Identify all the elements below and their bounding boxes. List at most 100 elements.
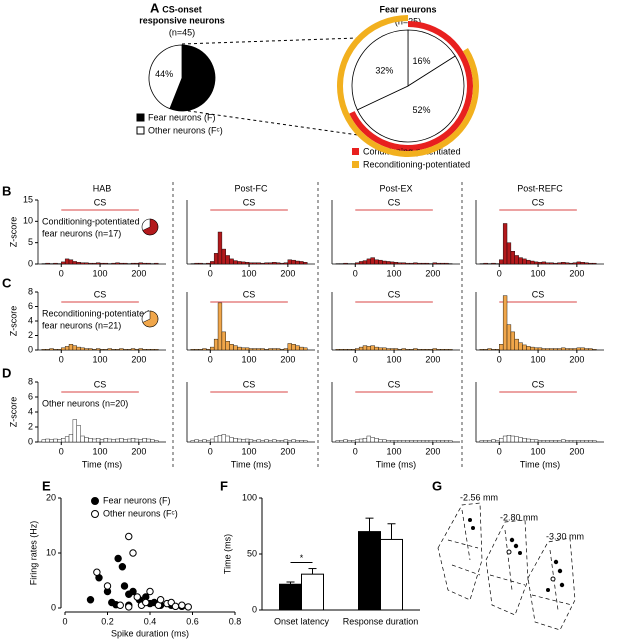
y-tick-label: 0: [28, 344, 33, 354]
histogram-bar: [565, 440, 570, 443]
x-tick-label: 100: [242, 354, 257, 364]
histogram-bar: [127, 349, 132, 351]
histogram-bar: [111, 349, 116, 351]
legend-swatch: [352, 161, 359, 168]
slice-label: 56%: [191, 76, 209, 86]
histogram-bar: [68, 434, 74, 443]
histogram-bar: [237, 261, 242, 265]
histogram-bar: [225, 255, 230, 265]
histogram-bar: [499, 259, 504, 265]
x-tick-label: 200: [131, 354, 146, 364]
pie-slice: [407, 29, 456, 87]
histogram-bar: [335, 349, 340, 351]
histogram-bar: [256, 439, 261, 443]
histogram-bar: [541, 261, 547, 265]
pie-slice: [351, 29, 409, 111]
histogram-bar: [241, 261, 246, 265]
legend-label: Other neurons (Fᶜ): [103, 508, 178, 518]
histogram-bar: [576, 261, 581, 265]
histogram-bar: [518, 257, 523, 265]
histogram-bar: [303, 347, 308, 351]
histogram-bar: [343, 262, 348, 265]
histogram-bar: [436, 262, 441, 265]
y-tick-label: 5: [28, 237, 33, 247]
histogram-bar: [57, 349, 62, 351]
histogram-bar: [49, 348, 54, 351]
histogram-bar: [541, 348, 547, 351]
histogram-bar: [405, 262, 410, 265]
histogram-bar: [499, 344, 504, 351]
histogram-bar: [518, 342, 523, 351]
panel-letter: B: [2, 183, 11, 198]
y-tick-label: 15: [23, 194, 33, 204]
histogram-bar: [366, 258, 371, 265]
histogram-bar: [580, 440, 585, 443]
histogram-bar: [92, 262, 97, 265]
scatter-point: [114, 554, 122, 563]
histogram-bar: [401, 262, 406, 265]
histogram-bar: [378, 347, 383, 351]
histogram-bar: [233, 260, 238, 265]
histogram-bar: [111, 262, 116, 265]
histogram-bar: [252, 440, 258, 443]
histogram-bar: [244, 438, 250, 443]
histogram-bar: [533, 347, 539, 351]
x-tick-label: 100: [242, 268, 257, 278]
histogram-bar: [553, 348, 558, 351]
histogram-bar: [190, 440, 195, 443]
histogram-bar: [119, 438, 124, 443]
x-tick-label: 100: [93, 354, 108, 364]
x-axis-title: Time (ms): [82, 459, 122, 469]
x-tick-label: 200: [569, 446, 584, 456]
histogram-bar: [448, 440, 453, 443]
histogram-bar: [88, 348, 93, 351]
y-tick-label: 0: [51, 602, 56, 612]
histogram-bar: [413, 262, 418, 265]
x-tick-label: 0: [497, 354, 502, 364]
histogram-bar: [413, 440, 418, 443]
histogram-bar: [213, 338, 219, 351]
x-tick-label: 200: [569, 354, 584, 364]
histogram-bar: [362, 438, 368, 443]
histogram-bar: [510, 435, 515, 443]
histogram-bar: [210, 438, 215, 443]
scatter-point: [93, 568, 101, 576]
y-tick-label: 4: [28, 406, 33, 416]
histogram-bar: [424, 349, 430, 351]
histogram-bar: [584, 440, 589, 443]
histogram-bar: [233, 438, 238, 443]
histogram-bar: [202, 439, 207, 443]
histogram-bar: [287, 259, 292, 265]
x-tick-label: 0: [62, 616, 67, 626]
histogram-bar: [134, 262, 140, 265]
histogram-bar: [572, 348, 578, 351]
pie-slice: [169, 44, 216, 112]
x-tick-label: 100: [531, 446, 546, 456]
pie-subtitle: (n=45): [169, 27, 195, 37]
histogram-bar: [217, 435, 223, 443]
histogram-bar: [440, 262, 445, 265]
scatter-point: [120, 582, 129, 590]
histogram-bar: [221, 331, 226, 351]
histogram-bar: [572, 440, 578, 443]
histogram-bar: [506, 435, 512, 443]
histogram-bar: [421, 262, 426, 265]
y-tick-label: 0: [252, 604, 257, 614]
scatter-point: [118, 563, 127, 571]
histogram-bar: [61, 261, 66, 265]
histogram-bar: [424, 440, 430, 443]
histogram-bar: [84, 262, 89, 265]
histogram-bar: [111, 439, 116, 443]
slice-label: 32%: [375, 65, 393, 75]
histogram-bar: [526, 259, 531, 265]
scatter-point: [133, 593, 141, 601]
histogram-bar: [514, 436, 519, 443]
histogram-bar: [260, 262, 265, 265]
y-axis-title: Firing rates (Hz): [28, 521, 38, 586]
histogram-bar: [572, 262, 578, 265]
histogram-bar: [510, 331, 515, 351]
histogram-bar: [198, 349, 203, 351]
histogram-bar: [487, 440, 492, 443]
x-axis-title: Time (ms): [231, 459, 271, 469]
